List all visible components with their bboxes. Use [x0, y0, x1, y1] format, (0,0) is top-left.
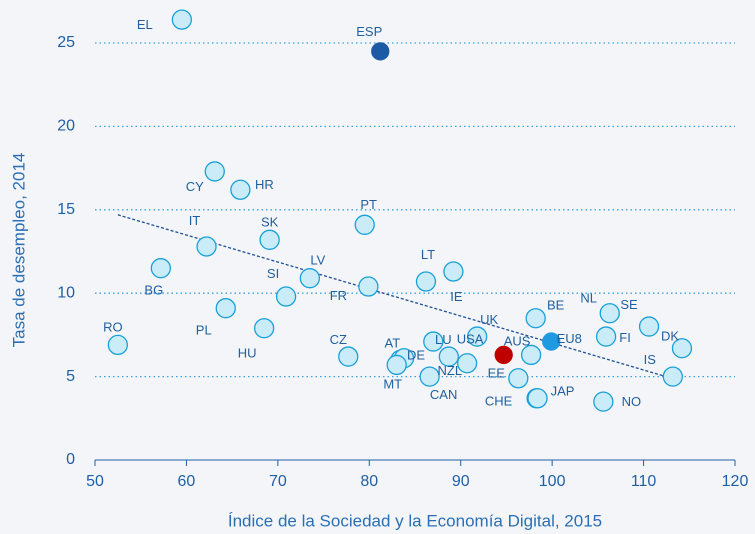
point-label: NL: [580, 291, 597, 306]
point: [415, 271, 437, 292]
y-tick-label: 15: [57, 201, 75, 218]
point: [338, 346, 359, 367]
point: [662, 366, 683, 387]
point-label: MT: [383, 376, 402, 391]
point-label: RO: [103, 319, 123, 334]
point-label: IT: [189, 213, 201, 228]
point-label: JAP: [551, 384, 575, 399]
point-label: SK: [261, 214, 279, 229]
point-label: DE: [407, 348, 425, 363]
point: [423, 331, 444, 352]
x-tick-label: 60: [178, 473, 196, 490]
point-label: EE: [488, 366, 506, 381]
x-tick-label: 120: [722, 473, 749, 490]
point: [275, 286, 297, 307]
point-label: LU: [435, 332, 452, 347]
point: [599, 303, 620, 324]
point: [386, 354, 407, 376]
x-tick-label: 80: [360, 473, 378, 490]
y-axis-label: Tasa de desempleo, 2014: [9, 153, 28, 348]
point: [542, 332, 561, 351]
point-label: AUS: [504, 333, 531, 348]
x-tick-label: 90: [452, 473, 470, 490]
point-label: DK: [661, 329, 679, 344]
point-label: NZL: [438, 363, 463, 378]
point: [419, 366, 440, 387]
x-axis-label: Índice de la Sociedad y la Economía Digi…: [228, 511, 602, 530]
point: [354, 214, 375, 235]
point-label: IS: [644, 352, 657, 367]
point: [259, 229, 280, 250]
point-label: UK: [480, 312, 498, 327]
point: [358, 276, 379, 297]
point: [671, 338, 693, 359]
point: [230, 179, 251, 200]
y-tick-label: 0: [66, 451, 75, 468]
point: [196, 236, 217, 257]
point: [456, 353, 478, 374]
point: [593, 391, 614, 412]
y-tick-label: 25: [57, 34, 75, 51]
point: [443, 261, 464, 282]
point-label: EL: [137, 17, 153, 32]
x-tick-label: 70: [269, 473, 287, 490]
point: [467, 326, 488, 347]
point: [494, 345, 513, 365]
point-label: LT: [421, 247, 435, 262]
point-label: CY: [186, 179, 204, 194]
y-tick-label: 20: [57, 118, 75, 135]
point-label: BG: [144, 283, 163, 298]
point: [527, 388, 548, 409]
point-label: ESP: [356, 24, 382, 39]
point-label: SI: [267, 266, 279, 281]
point: [215, 298, 236, 319]
trendline: [117, 214, 684, 383]
point: [638, 316, 660, 337]
point-label: USA: [457, 332, 484, 347]
point-label: BE: [547, 298, 565, 313]
point: [107, 334, 129, 356]
point-label: PL: [196, 323, 212, 338]
point-label: CZ: [330, 332, 347, 347]
x-tick-label: 100: [539, 473, 566, 490]
point: [520, 344, 542, 366]
point-label: NO: [622, 394, 642, 409]
point-label: LV: [310, 253, 325, 268]
point-label: FI: [619, 330, 631, 345]
point-label: FR: [330, 288, 347, 303]
point: [438, 346, 459, 367]
point-label: HU: [238, 346, 257, 361]
point: [299, 268, 321, 289]
point-label: CAN: [430, 387, 457, 402]
point: [525, 308, 546, 329]
point: [204, 161, 225, 182]
point: [595, 326, 617, 347]
point: [150, 258, 171, 279]
point: [508, 368, 529, 389]
point-label: HR: [255, 177, 274, 192]
y-tick-label: 5: [66, 368, 75, 385]
point-label: IE: [450, 289, 463, 304]
point-label: SE: [620, 297, 638, 312]
point: [371, 42, 390, 61]
point-label: EU8: [557, 331, 582, 346]
point-label: AT: [385, 335, 401, 350]
y-tick-label: 10: [57, 284, 75, 301]
point: [253, 318, 275, 339]
x-tick-label: 50: [86, 473, 104, 490]
point: [171, 9, 193, 30]
x-tick-label: 110: [631, 473, 657, 490]
point-label: PT: [360, 197, 377, 212]
point-label: CHE: [485, 394, 513, 409]
